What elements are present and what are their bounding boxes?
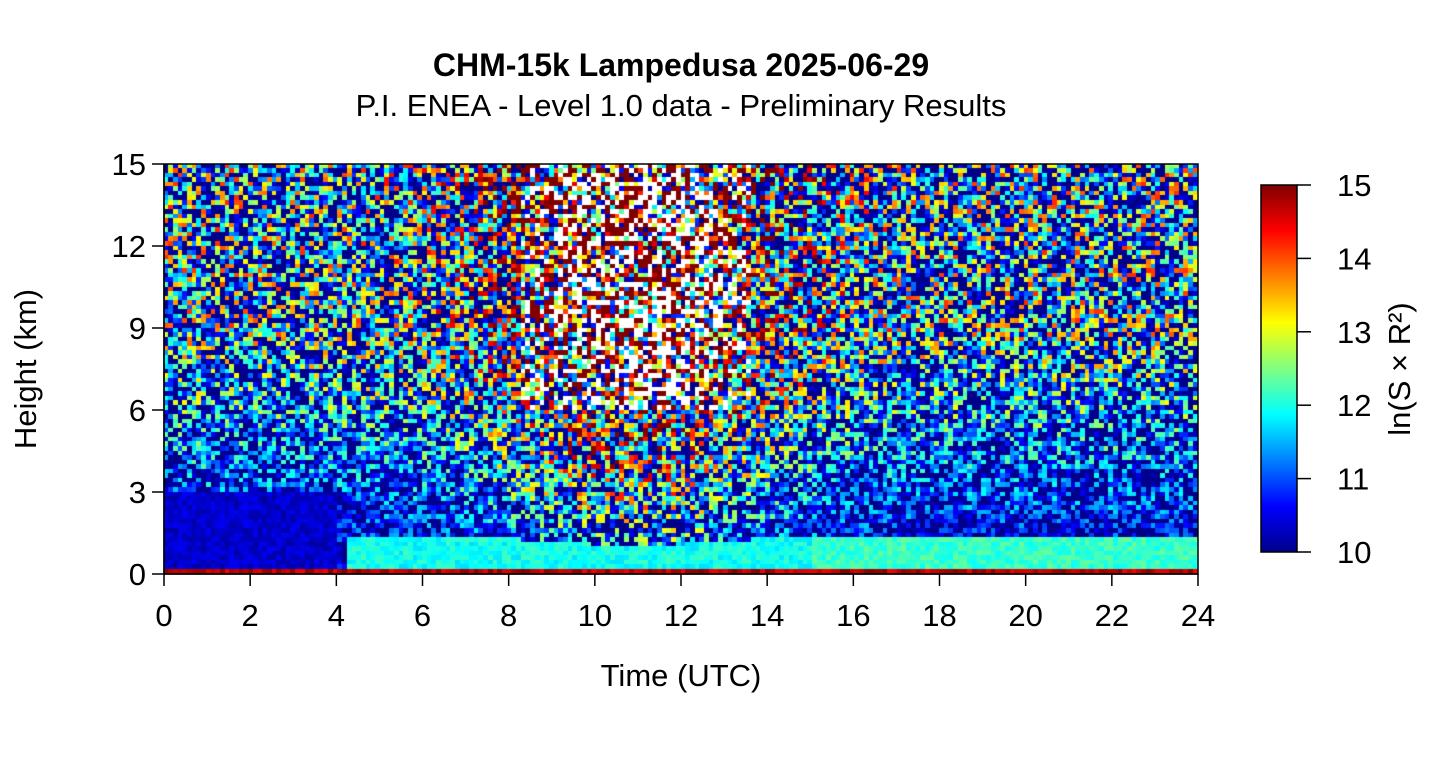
y-tick-label: 15 <box>112 147 146 182</box>
backscatter-heatmap <box>164 164 1198 574</box>
y-tick-label: 12 <box>112 229 146 264</box>
colorbar-tick-label: 11 <box>1337 462 1369 497</box>
x-axis: 0 2 4 6 8 10 12 14 16 18 20 22 24 <box>155 573 1215 633</box>
y-axis-label: Height (km) <box>8 289 43 449</box>
y-tick-label: 9 <box>129 311 146 346</box>
colorbar-tick-label: 12 <box>1337 388 1371 423</box>
chart-title: CHM-15k Lampedusa 2025-06-29 <box>433 47 929 83</box>
colorbar-tick-label: 10 <box>1337 535 1371 570</box>
x-tick-label: 10 <box>578 598 612 633</box>
x-tick-label: 4 <box>328 598 345 633</box>
x-tick-label: 12 <box>664 598 698 633</box>
x-tick-label: 8 <box>500 598 517 633</box>
y-tick-label: 3 <box>129 475 146 510</box>
y-tick-label: 6 <box>129 393 146 428</box>
x-tick-label: 18 <box>922 598 956 633</box>
y-axis: 0 3 6 9 12 15 <box>112 147 165 592</box>
chart-subtitle: P.I. ENEA - Level 1.0 data - Preliminary… <box>356 88 1007 123</box>
x-axis-label: Time (UTC) <box>601 658 762 693</box>
colorbar-label: ln(S × R²) <box>1382 302 1417 436</box>
x-tick-label: 16 <box>836 598 870 633</box>
x-tick-label: 0 <box>155 598 172 633</box>
x-tick-label: 2 <box>242 598 259 633</box>
x-tick-label: 22 <box>1095 598 1129 633</box>
y-tick-label: 0 <box>129 557 146 592</box>
x-tick-label: 24 <box>1181 598 1215 633</box>
colorbar <box>1260 184 1298 553</box>
colorbar-tick-label: 13 <box>1337 315 1371 350</box>
x-tick-label: 20 <box>1008 598 1042 633</box>
colorbar-axis: 10 11 12 13 14 15 <box>1297 168 1371 570</box>
colorbar-tick-label: 14 <box>1337 241 1371 276</box>
heatmap-image <box>164 164 1198 574</box>
colorbar-tick-label: 15 <box>1337 168 1371 203</box>
x-tick-label: 6 <box>414 598 431 633</box>
x-tick-label: 14 <box>750 598 784 633</box>
